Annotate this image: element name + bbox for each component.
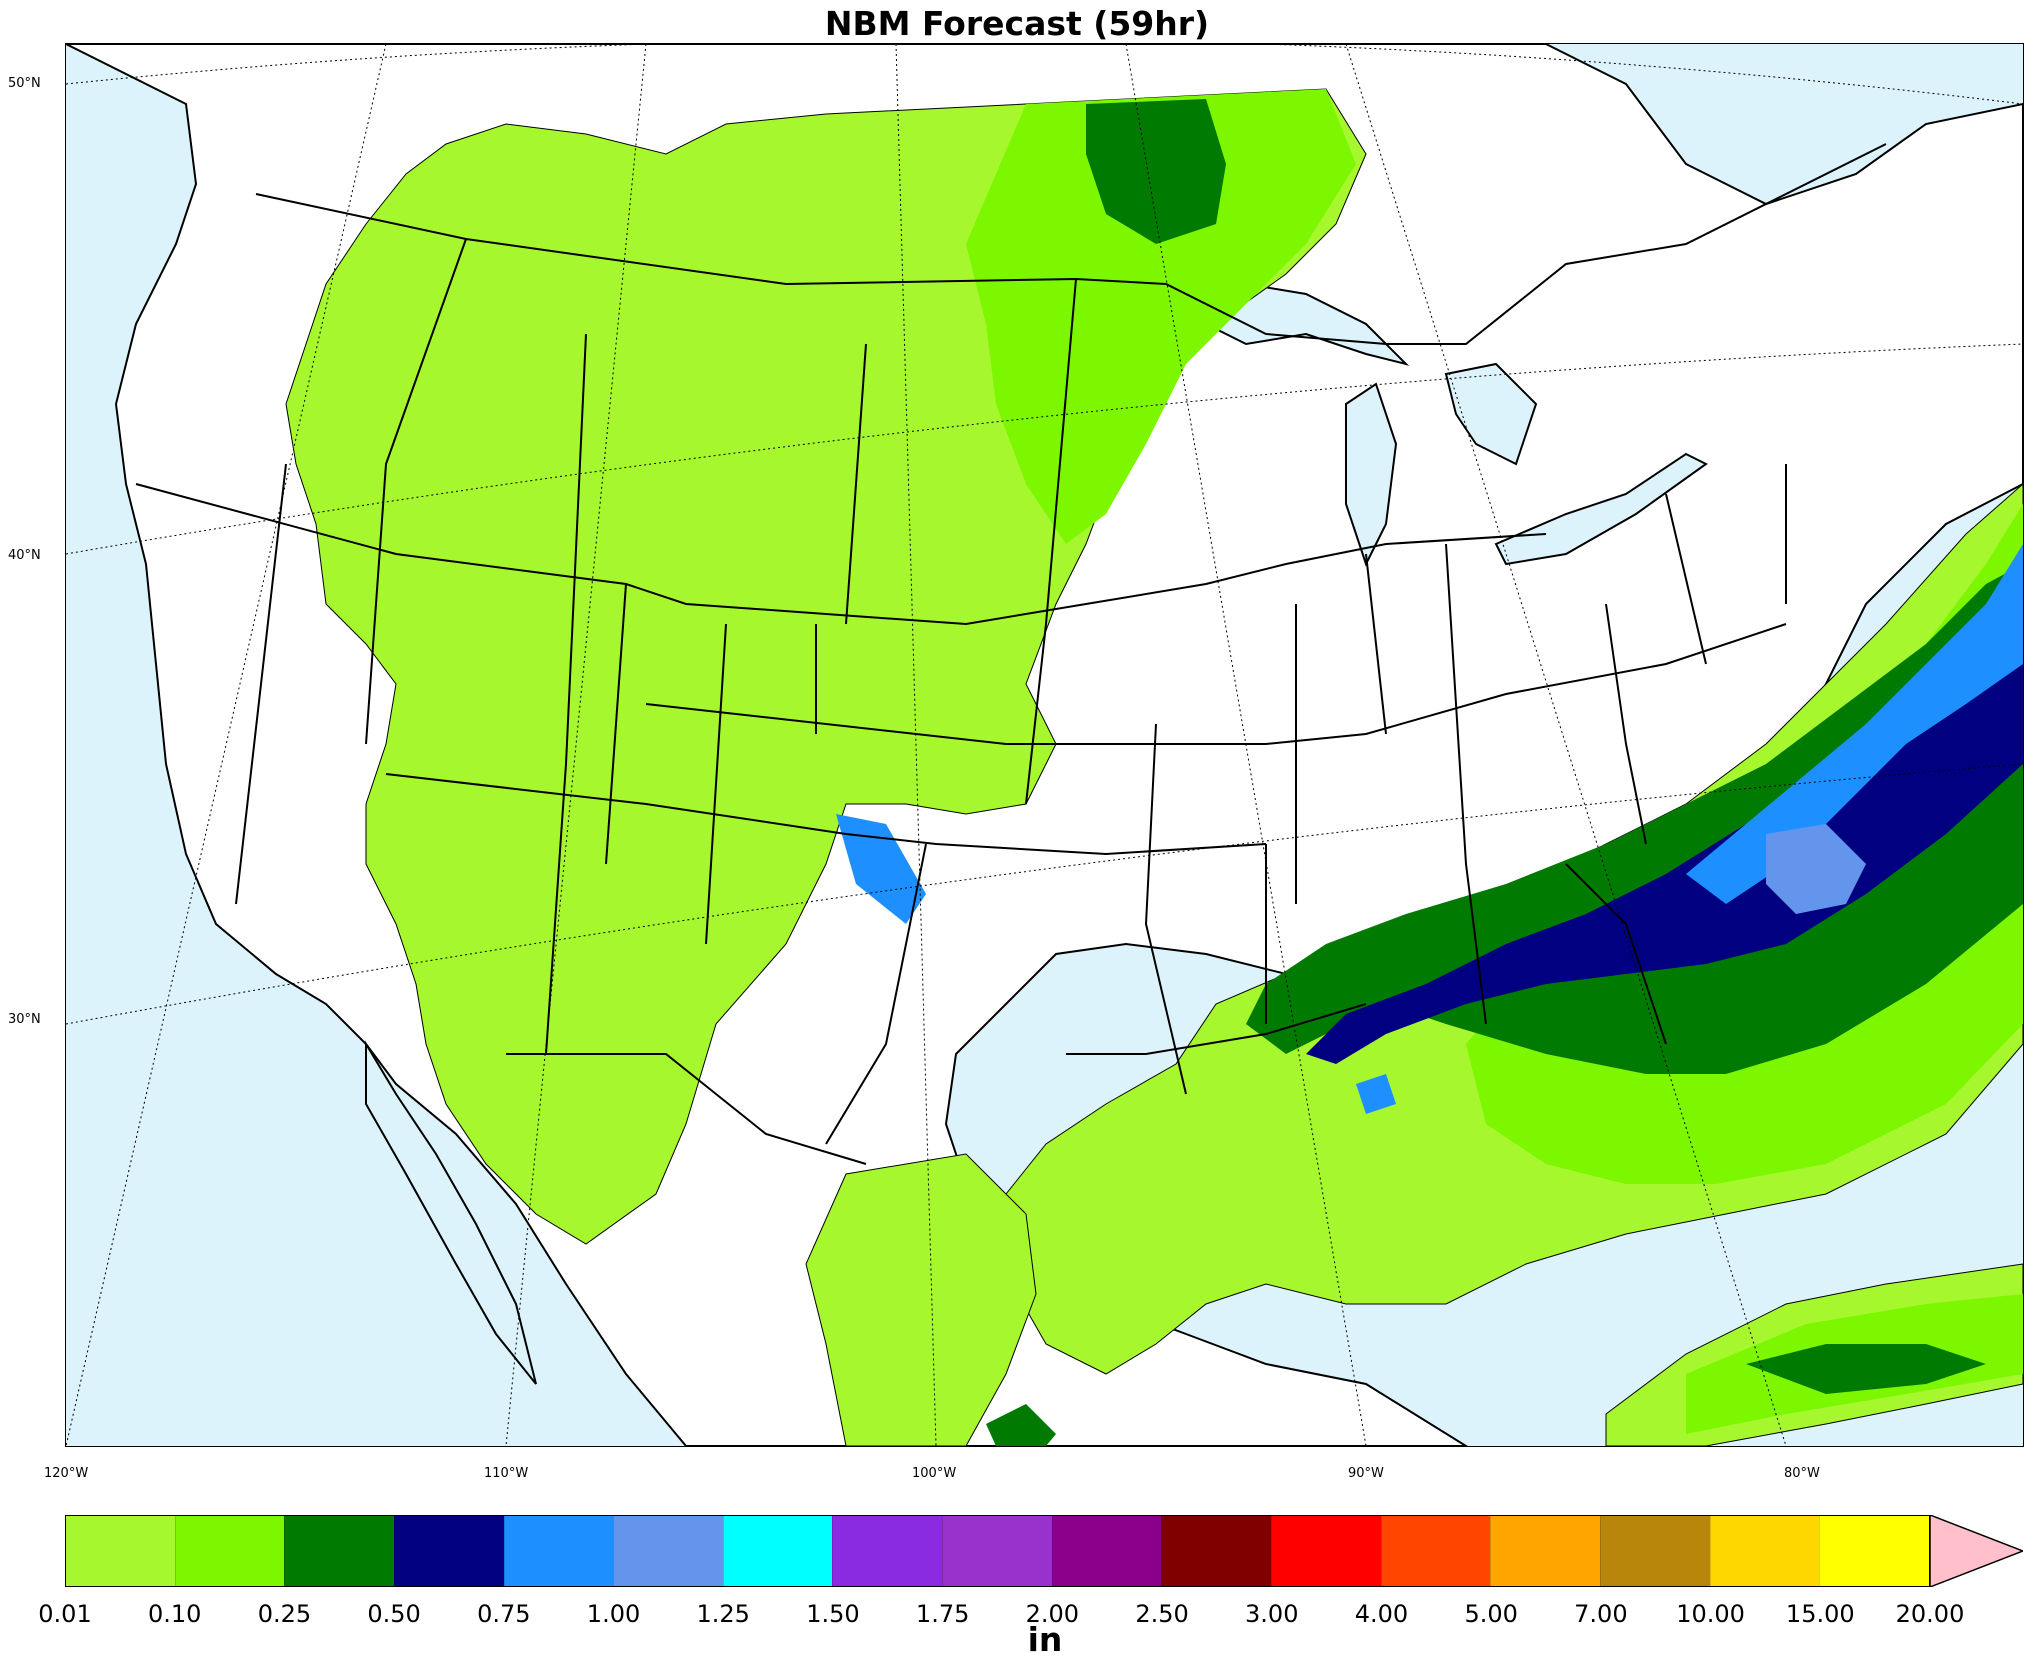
precip-0.75 xyxy=(836,544,2023,1114)
map-canvas xyxy=(66,44,2023,1446)
state-boundaries xyxy=(135,143,1887,1165)
colorbar-tick-label: 1.50 xyxy=(806,1600,860,1628)
colorbar-tick-label: 2.50 xyxy=(1135,1600,1189,1628)
colorbar-box xyxy=(503,1516,614,1586)
colorbar-box xyxy=(1380,1516,1491,1586)
colorbar-box xyxy=(613,1516,723,1586)
lake-huron xyxy=(1444,362,1538,466)
chart-title: NBM Forecast (59hr) xyxy=(824,4,1210,43)
colorbar-tick-label: 4.00 xyxy=(1354,1600,1409,1628)
colorbar-extend-arrow xyxy=(1930,1515,2023,1587)
colorbar-tick-label: 20.00 xyxy=(1895,1600,1965,1628)
precip-map xyxy=(65,43,2024,1447)
colorbar-box xyxy=(284,1516,394,1586)
precip-0.25 xyxy=(986,99,2023,1446)
colorbar-box xyxy=(1271,1516,1381,1586)
colorbar-tick-label: 0.25 xyxy=(257,1600,312,1628)
colorbar-box xyxy=(1490,1516,1600,1586)
colorbar-tick-label: 1.75 xyxy=(915,1600,970,1628)
colorbar-box xyxy=(174,1516,285,1586)
colorbar-unit: in xyxy=(1027,1620,1063,1659)
colorbar-tick-label: 2.00 xyxy=(1025,1600,1080,1628)
lon-label-110: 110°W xyxy=(484,1466,529,1481)
lake-michigan xyxy=(1345,382,1398,567)
lat-label-40: 40°N xyxy=(8,548,41,563)
precip-0.50 xyxy=(1306,604,2023,1064)
colorbar-box xyxy=(1819,1516,1929,1586)
colorbar-tick-label: 7.00 xyxy=(1574,1600,1628,1628)
colorbar-tick-label: 10.00 xyxy=(1676,1600,1745,1628)
lon-label-80: 80°W xyxy=(1784,1466,1820,1481)
colorbar xyxy=(65,1515,1930,1587)
colorbar-box xyxy=(832,1516,943,1586)
colorbar-box xyxy=(942,1516,1052,1586)
colorbar-box xyxy=(722,1516,833,1586)
lon-label-120: 120°W xyxy=(44,1466,89,1481)
lake-erie-ontario xyxy=(1494,452,1708,566)
colorbar-box xyxy=(1161,1516,1272,1586)
colorbar-tick-label: 1.00 xyxy=(586,1600,641,1628)
gulf-of-california xyxy=(365,1040,537,1385)
colorbar-tick-label: 5.00 xyxy=(1464,1600,1518,1628)
colorbar-box xyxy=(393,1516,504,1586)
colorbar-tick-label: 0.75 xyxy=(477,1600,531,1628)
lon-label-100: 100°W xyxy=(912,1466,957,1481)
colorbar-tick-label: 0.50 xyxy=(367,1600,421,1628)
colorbar-box xyxy=(1051,1516,1162,1586)
colorbar-tick-label: 3.00 xyxy=(1245,1600,1299,1628)
colorbar-tick-label: 1.25 xyxy=(696,1600,750,1628)
colorbar-box xyxy=(1599,1516,1710,1586)
lat-label-50: 50°N xyxy=(8,76,41,91)
lon-label-90: 90°W xyxy=(1348,1466,1384,1481)
colorbar-tick-label: 0.01 xyxy=(38,1600,92,1628)
colorbar-tick-label: 0.10 xyxy=(147,1600,202,1628)
colorbar-tick-label: 15.00 xyxy=(1785,1600,1855,1628)
lat-label-30: 30°N xyxy=(8,1012,41,1027)
colorbar-box xyxy=(66,1516,175,1586)
precip-1.00 xyxy=(1766,824,1866,914)
graticule xyxy=(66,44,2023,1446)
colorbar-box xyxy=(1709,1516,1820,1586)
